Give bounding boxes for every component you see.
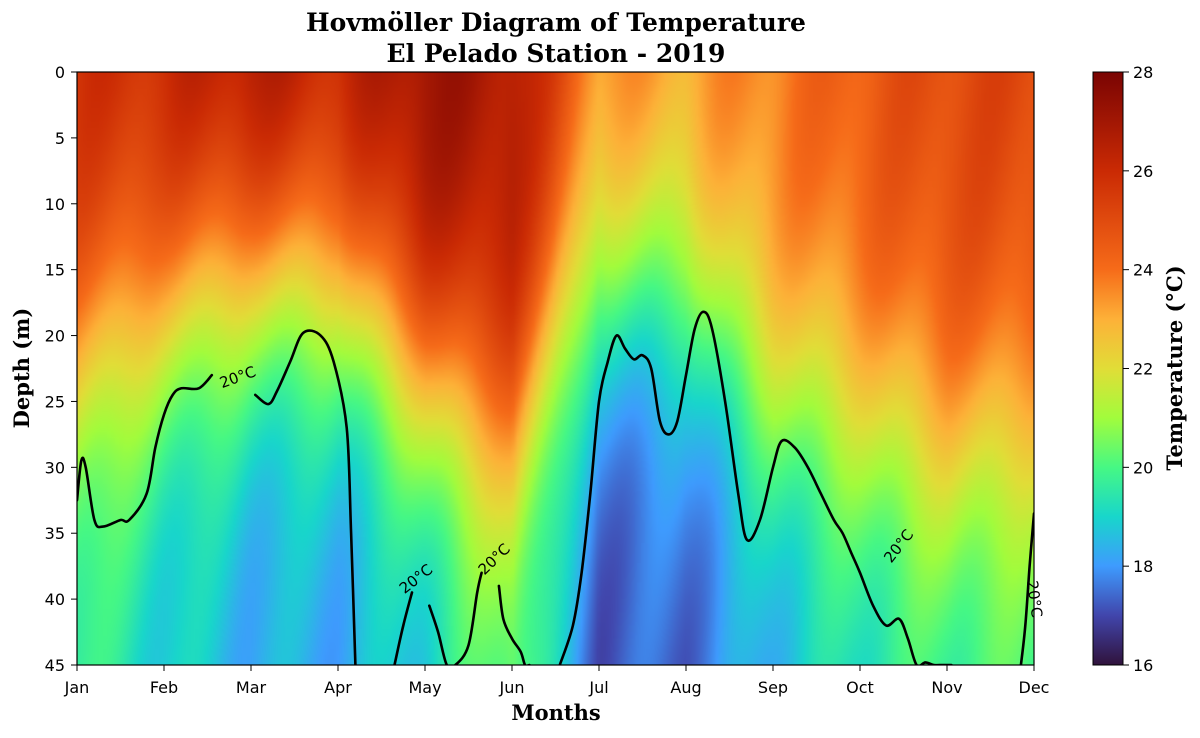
y-tick-label: 15 [45,261,65,280]
colorbar-tick-label: 22 [1133,360,1153,379]
x-tick-label: Nov [931,678,962,697]
y-tick-label: 25 [45,392,65,411]
colorbar-tick-label: 24 [1133,261,1153,280]
y-tick-label: 45 [45,656,65,675]
colorbar [1092,71,1124,666]
contour-line-20c [497,584,531,665]
x-tick-label: May [408,678,441,697]
x-tick-label: Apr [324,678,352,697]
colorbar-tick-label: 26 [1133,162,1153,181]
y-tick-label: 40 [45,590,65,609]
contour-line-20c [254,329,357,665]
x-tick-label: Jul [588,678,608,697]
x-tick-label: Aug [670,678,701,697]
colorbar-ticks: 16 18 20 22 24 26 28 [1123,63,1153,675]
y-tick-label: 20 [45,327,65,346]
x-tick-label: Jun [499,678,525,697]
x-tick-label: Oct [846,678,874,697]
x-axis-title: Months [511,700,600,725]
x-tick-label: Feb [150,678,178,697]
contour-line-20c [393,591,414,665]
x-tick-label: Jan [64,678,90,697]
colorbar-tick-label: 20 [1133,458,1153,477]
chart-subtitle: El Pelado Station - 2019 [387,39,726,68]
chart-title: Hovmöller Diagram of Temperature [306,8,806,37]
colorbar-tick-label: 16 [1133,656,1153,675]
y-tick-label: 0 [55,63,65,82]
y-tick-label: 30 [45,458,65,477]
contour-line-20c [77,373,214,529]
y-axis-title: Depth (m) [9,308,34,429]
y-tick-label: 35 [45,524,65,543]
contour-line-20c [558,310,953,665]
x-tick-label: Dec [1019,678,1050,697]
contour-line-20c [428,571,483,665]
y-tick-label: 10 [45,195,65,214]
x-tick-label: Sep [758,678,788,697]
temperature-heatmap [77,72,1034,665]
colorbar-tick-label: 28 [1133,63,1153,82]
contour-layer [77,310,1034,665]
x-axis-ticks: Jan Feb Mar Apr May Jun Jul Aug Sep Oct Nov Dec [64,665,1050,697]
contour-line-20c [1019,512,1034,665]
colorbar-title: Temperature (°C) [1162,265,1187,470]
plot-frame [76,71,1035,666]
y-axis-ticks: 0 5 10 15 20 25 30 35 40 45 [45,63,77,675]
x-tick-label: Mar [236,678,267,697]
y-tick-label: 5 [55,129,65,148]
colorbar-tick-label: 18 [1133,557,1153,576]
